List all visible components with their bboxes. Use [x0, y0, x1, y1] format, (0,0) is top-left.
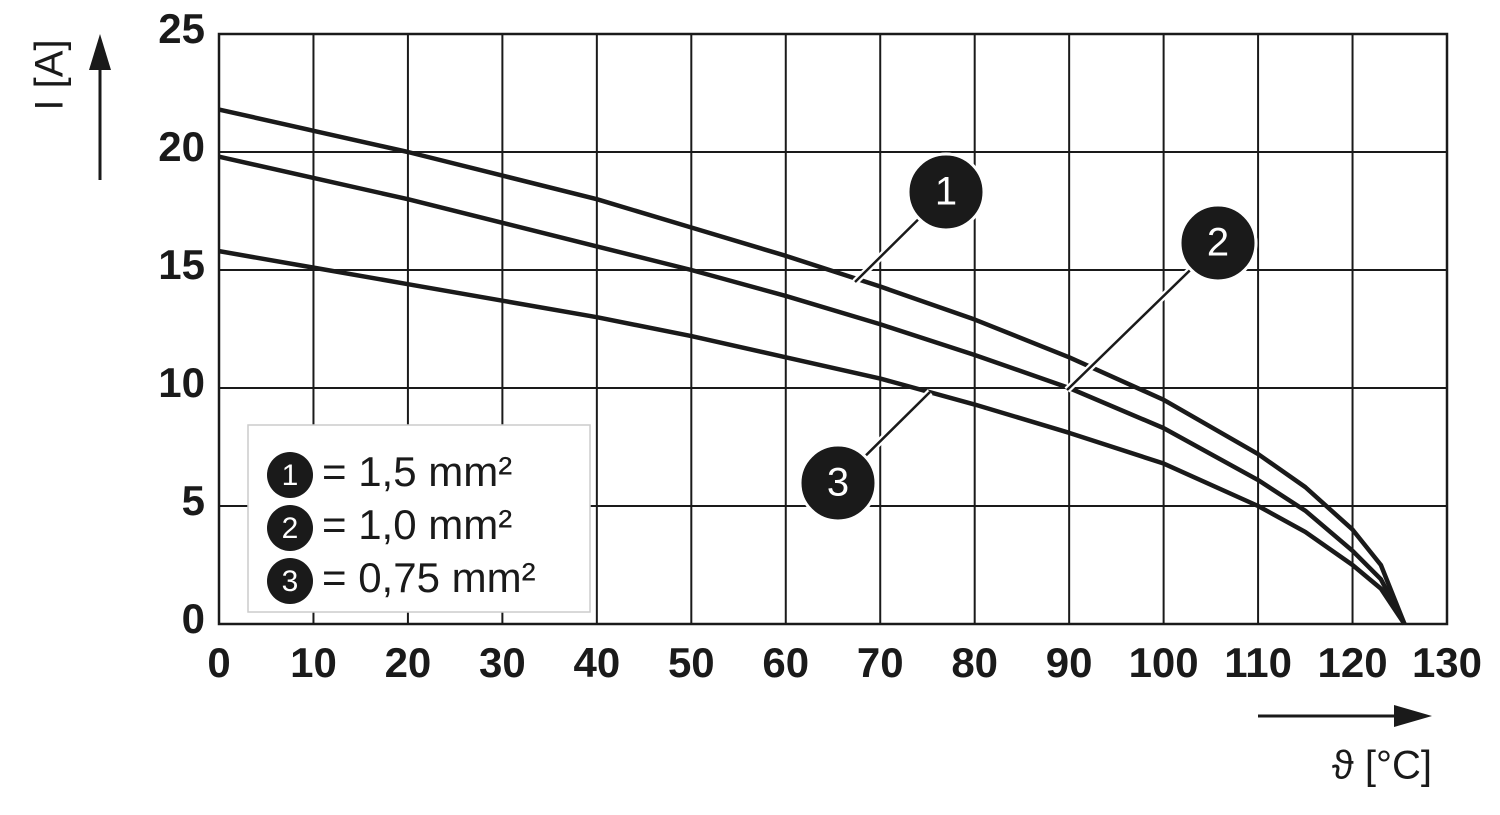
series-line: [218, 154, 1407, 626]
y-tick-label: 0: [182, 595, 205, 642]
x-axis-arrow: [1258, 705, 1432, 727]
y-tick-label: 25: [158, 5, 205, 52]
callout-circle: [798, 443, 878, 523]
callout-number: 2: [1207, 221, 1229, 265]
callout-number: 1: [935, 170, 957, 214]
callout-circle: [906, 152, 986, 232]
legend-label: = 1,5 mm²: [322, 448, 512, 495]
legend-label: = 0,75 mm²: [322, 554, 536, 601]
y-tick-label: 10: [158, 359, 205, 406]
callout-number: 3: [827, 461, 849, 505]
x-tick-label: 20: [385, 639, 432, 686]
legend: 1 = 1,5 mm² 2 = 1,0 mm² 3 = 0,75 mm²: [247, 424, 591, 613]
x-tick-label: 40: [573, 639, 620, 686]
x-tick-label: 30: [479, 639, 526, 686]
legend-marker: [267, 505, 313, 551]
y-tick-label: 15: [158, 241, 205, 288]
legend-marker-number: 2: [282, 512, 299, 545]
legend-marker-number: 1: [282, 459, 299, 492]
x-tick-label: 50: [668, 639, 715, 686]
x-tick-label: 100: [1129, 639, 1199, 686]
plot-frame: [217, 32, 1449, 626]
legend-label: = 1,0 mm²: [322, 501, 512, 548]
x-tick-label: 90: [1046, 639, 1093, 686]
y-axis-label: I [A]: [28, 39, 72, 110]
x-tick-label: 60: [762, 639, 809, 686]
x-tick-label: 0: [207, 639, 230, 686]
x-tick-label: 120: [1317, 639, 1387, 686]
legend-marker-number: 3: [282, 565, 299, 598]
x-tick-label: 10: [290, 639, 337, 686]
x-axis-label: ϑ [°C]: [1332, 744, 1432, 788]
y-tick-label: 5: [182, 477, 205, 524]
x-tick-label: 70: [857, 639, 904, 686]
legend-marker: [267, 452, 313, 498]
y-tick-label: 20: [158, 123, 205, 170]
x-tick-label: 80: [951, 639, 998, 686]
x-tick-label: 110: [1224, 639, 1292, 686]
callout-circle: [1178, 203, 1258, 283]
x-tick-label: 130: [1412, 639, 1482, 686]
series-line: [218, 107, 1407, 625]
legend-marker: [267, 558, 313, 604]
y-axis-arrow: [89, 34, 111, 180]
